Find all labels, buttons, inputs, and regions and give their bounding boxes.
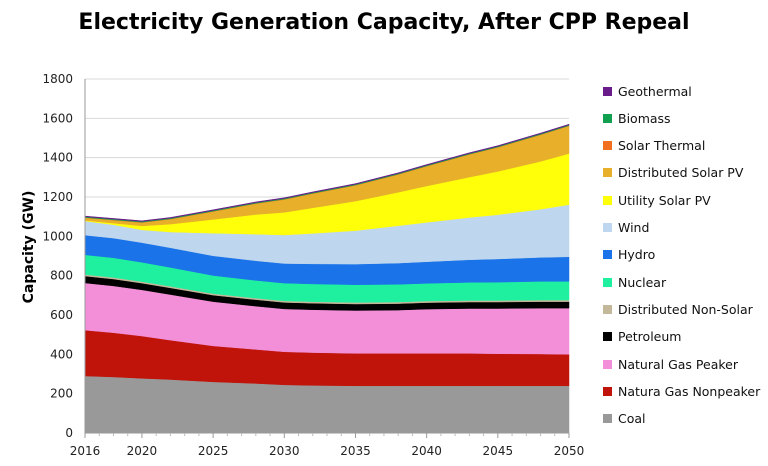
- y-tick-label: 0: [65, 426, 73, 440]
- legend-swatch: [603, 332, 612, 342]
- y-tick-label: 200: [50, 387, 73, 401]
- legend-label: Solar Thermal: [618, 138, 706, 154]
- y-tick-label: 1800: [42, 72, 73, 86]
- legend-label: Geothermal: [618, 83, 692, 99]
- x-tick-label: 2025: [198, 444, 229, 458]
- legend-swatch: [603, 113, 612, 123]
- legend-label: Distributed Non-Solar: [618, 301, 753, 317]
- legend-item: Distributed Non-Solar: [603, 300, 753, 318]
- legend-item: Coal: [603, 410, 646, 428]
- y-tick-label: 1400: [42, 151, 73, 165]
- legend-item: Biomass: [603, 109, 671, 127]
- legend-swatch: [603, 86, 612, 96]
- legend-item: Utility Solar PV: [603, 191, 711, 209]
- y-tick-label: 1000: [42, 229, 73, 243]
- stacked-areas: [84, 123, 570, 434]
- legend-item: Solar Thermal: [603, 137, 705, 155]
- legend-swatch: [603, 277, 612, 287]
- legend-label: Biomass: [618, 110, 671, 126]
- legend-label: Distributed Solar PV: [618, 165, 744, 181]
- chart-title: Electricity Generation Capacity, After C…: [78, 10, 690, 35]
- legend-item: Wind: [603, 219, 649, 237]
- legend-swatch: [603, 414, 612, 424]
- legend-swatch: [603, 250, 612, 260]
- legend-label: Coal: [618, 411, 646, 427]
- legend-item: Natura Gas Nonpeaker: [603, 382, 760, 400]
- legend-label: Natural Gas Peaker: [618, 356, 738, 372]
- x-tick-label: 2045: [483, 444, 514, 458]
- legend-swatch: [603, 359, 612, 369]
- x-tick-label: 2040: [411, 444, 442, 458]
- y-tick-label: 600: [50, 308, 73, 322]
- legend-swatch: [603, 168, 612, 178]
- legend-swatch: [603, 141, 612, 151]
- y-tick-label: 1200: [42, 190, 73, 204]
- legend-item: Natural Gas Peaker: [603, 355, 738, 373]
- legend-swatch: [603, 386, 612, 396]
- legend-label: Hydro: [618, 247, 656, 263]
- legend-item: Petroleum: [603, 328, 681, 346]
- area-geothermal: [84, 123, 570, 222]
- legend-swatch: [603, 223, 612, 232]
- x-tick-label: 2050: [554, 444, 585, 458]
- legend-item: Nuclear: [603, 273, 666, 291]
- y-tick-label: 400: [50, 347, 73, 361]
- legend-label: Natura Gas Nonpeaker: [618, 383, 761, 399]
- legend-item: Geothermal: [603, 82, 692, 100]
- legend-item: Distributed Solar PV: [603, 164, 743, 182]
- x-tick-label: 2030: [269, 444, 300, 458]
- y-tick-label: 1600: [42, 111, 73, 125]
- legend-swatch: [603, 195, 612, 205]
- y-tick-label: 800: [50, 269, 73, 283]
- legend-label: Petroleum: [618, 329, 682, 345]
- axes: 0 200 400 600 800 1000 1200 1400 1600 1800 2016 202…: [42, 72, 584, 458]
- y-axis-label: Capacity (GW): [21, 191, 37, 304]
- legend-item: Hydro: [603, 246, 655, 264]
- legend-label: Nuclear: [618, 274, 667, 290]
- legend-label: Wind: [618, 220, 650, 235]
- x-tick-label: 2016: [70, 444, 101, 458]
- x-tick-label: 2035: [340, 444, 371, 458]
- x-tick-label: 2020: [127, 444, 158, 458]
- legend-swatch: [603, 304, 612, 314]
- legend-label: Utility Solar PV: [618, 192, 711, 208]
